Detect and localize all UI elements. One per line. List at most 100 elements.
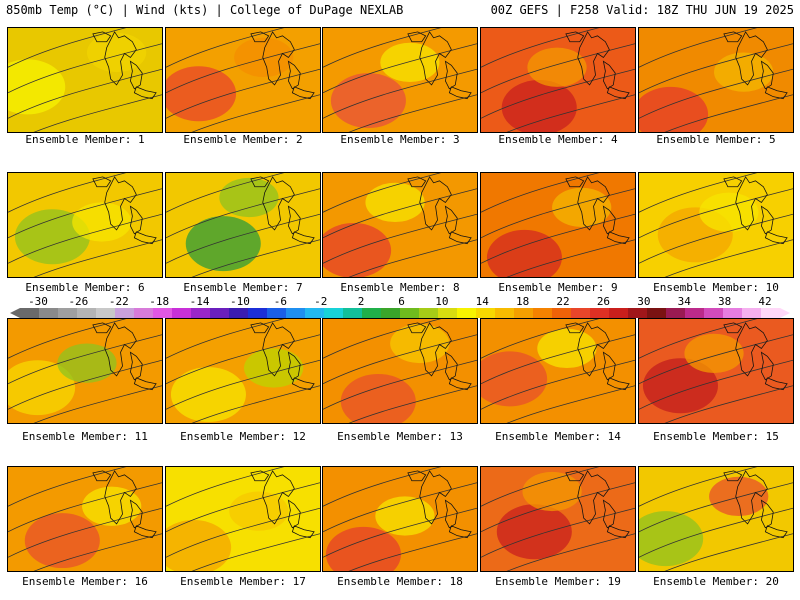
temperature-anomaly-area <box>486 229 562 277</box>
height-contour <box>481 467 600 507</box>
ensemble-member-label: Ensemble Member: 6 <box>25 281 145 294</box>
colorbar-tick-label: 2 <box>357 295 365 308</box>
colorbar-tick-label: -14 <box>189 295 210 308</box>
height-contour <box>33 94 162 132</box>
temperature-field <box>323 319 477 423</box>
temperature-anomaly-area <box>24 513 100 569</box>
ensemble-panel <box>165 172 321 278</box>
colorbar-segment <box>115 308 135 318</box>
ensemble-panel <box>165 318 321 424</box>
ensemble-panel <box>322 172 478 278</box>
height-contour <box>191 385 320 423</box>
colorbar-segment <box>381 308 401 318</box>
colorbar-segment <box>400 308 420 318</box>
colorbar-segment <box>77 308 97 318</box>
colorbar-tick-label: 10 <box>435 295 449 308</box>
height-contour <box>8 319 127 359</box>
colorbar-segment <box>628 308 648 318</box>
height-contour <box>481 28 600 68</box>
ensemble-panel <box>7 27 163 133</box>
ensemble-member-label: Ensemble Member: 9 <box>498 281 618 294</box>
height-contour <box>481 188 635 239</box>
height-contour <box>323 28 442 68</box>
temperature-field <box>8 173 162 277</box>
temperature-field <box>8 28 162 132</box>
height-contour <box>166 68 320 119</box>
colorbar-tick-label: -18 <box>149 295 170 308</box>
temperature-anomaly-area <box>166 519 232 571</box>
height-contour <box>8 359 162 410</box>
great-lakes-outline <box>723 322 788 391</box>
temperature-anomaly-area <box>537 328 597 369</box>
height-contour <box>639 188 793 239</box>
temperature-anomaly-area <box>340 373 416 423</box>
ensemble-member-label: Ensemble Member: 14 <box>495 430 621 443</box>
height-contour <box>191 239 320 277</box>
height-contour <box>481 334 635 385</box>
height-contour <box>166 507 320 558</box>
height-contour <box>639 319 758 359</box>
colorbar-segment <box>39 308 59 318</box>
colorbar-segment <box>761 308 781 318</box>
temperature-field <box>639 173 793 277</box>
temperature-anomaly-area <box>243 348 304 388</box>
colorbar-segment <box>438 308 458 318</box>
ensemble-panel <box>322 318 478 424</box>
colorbar-segment <box>419 308 439 318</box>
temperature-field <box>639 319 793 423</box>
great-lakes-outline <box>92 31 157 100</box>
height-contour <box>323 319 442 359</box>
great-lakes-outline <box>723 31 788 100</box>
height-contour <box>348 94 477 132</box>
height-contour <box>8 467 127 507</box>
height-contour <box>506 239 635 277</box>
height-contour <box>639 68 793 119</box>
temperature-anomaly-area <box>185 216 261 272</box>
height-contour <box>8 507 162 558</box>
great-lakes-outline <box>92 176 157 245</box>
ensemble-panel <box>480 318 636 424</box>
colorbar-segment <box>229 308 249 318</box>
height-contour <box>323 359 477 410</box>
height-contour <box>664 239 793 277</box>
ensemble-member-label: Ensemble Member: 1 <box>25 133 145 146</box>
colorbar-tick-label: 18 <box>516 295 530 308</box>
colorbar-segment <box>514 308 534 318</box>
temperature-anomaly-area <box>57 343 117 383</box>
temperature-colorbar <box>10 308 790 318</box>
great-lakes-outline <box>407 176 472 245</box>
ensemble-member-label: Ensemble Member: 4 <box>498 133 618 146</box>
colorbar-segment <box>666 308 686 318</box>
colorbar-segment <box>58 308 78 318</box>
height-contour <box>166 213 320 264</box>
colorbar-segment <box>267 308 287 318</box>
ensemble-panel <box>480 466 636 572</box>
colorbar-tick-label: -26 <box>68 295 89 308</box>
ensemble-member-label: Ensemble Member: 20 <box>653 575 779 588</box>
ensemble-panel <box>638 172 794 278</box>
colorbar-tick-label: 38 <box>717 295 732 308</box>
colorbar-segment <box>210 308 230 318</box>
height-contour <box>323 188 477 239</box>
ensemble-panel <box>322 27 478 133</box>
temperature-anomaly-area <box>234 37 294 78</box>
colorbar-segment <box>134 308 154 318</box>
great-lakes-outline <box>565 470 630 539</box>
colorbar-tick-label: 42 <box>758 295 772 308</box>
height-contour <box>323 43 477 94</box>
ensemble-panel <box>7 318 163 424</box>
colorbar-segment <box>362 308 382 318</box>
colorbar-segment <box>742 308 762 318</box>
colorbar-tick-label: -30 <box>28 295 48 308</box>
height-contour <box>323 467 442 507</box>
colorbar-segment <box>248 308 268 318</box>
temperature-field <box>639 28 793 132</box>
ensemble-member-label: Ensemble Member: 7 <box>183 281 303 294</box>
great-lakes-outline <box>723 176 788 245</box>
ensemble-panel <box>165 466 321 572</box>
colorbar-tick-label: 14 <box>475 295 489 308</box>
temperature-field <box>323 467 477 571</box>
temperature-anomaly-area <box>684 333 744 373</box>
ensemble-member-label: Ensemble Member: 3 <box>340 133 460 146</box>
colorbar-segment <box>495 308 515 318</box>
